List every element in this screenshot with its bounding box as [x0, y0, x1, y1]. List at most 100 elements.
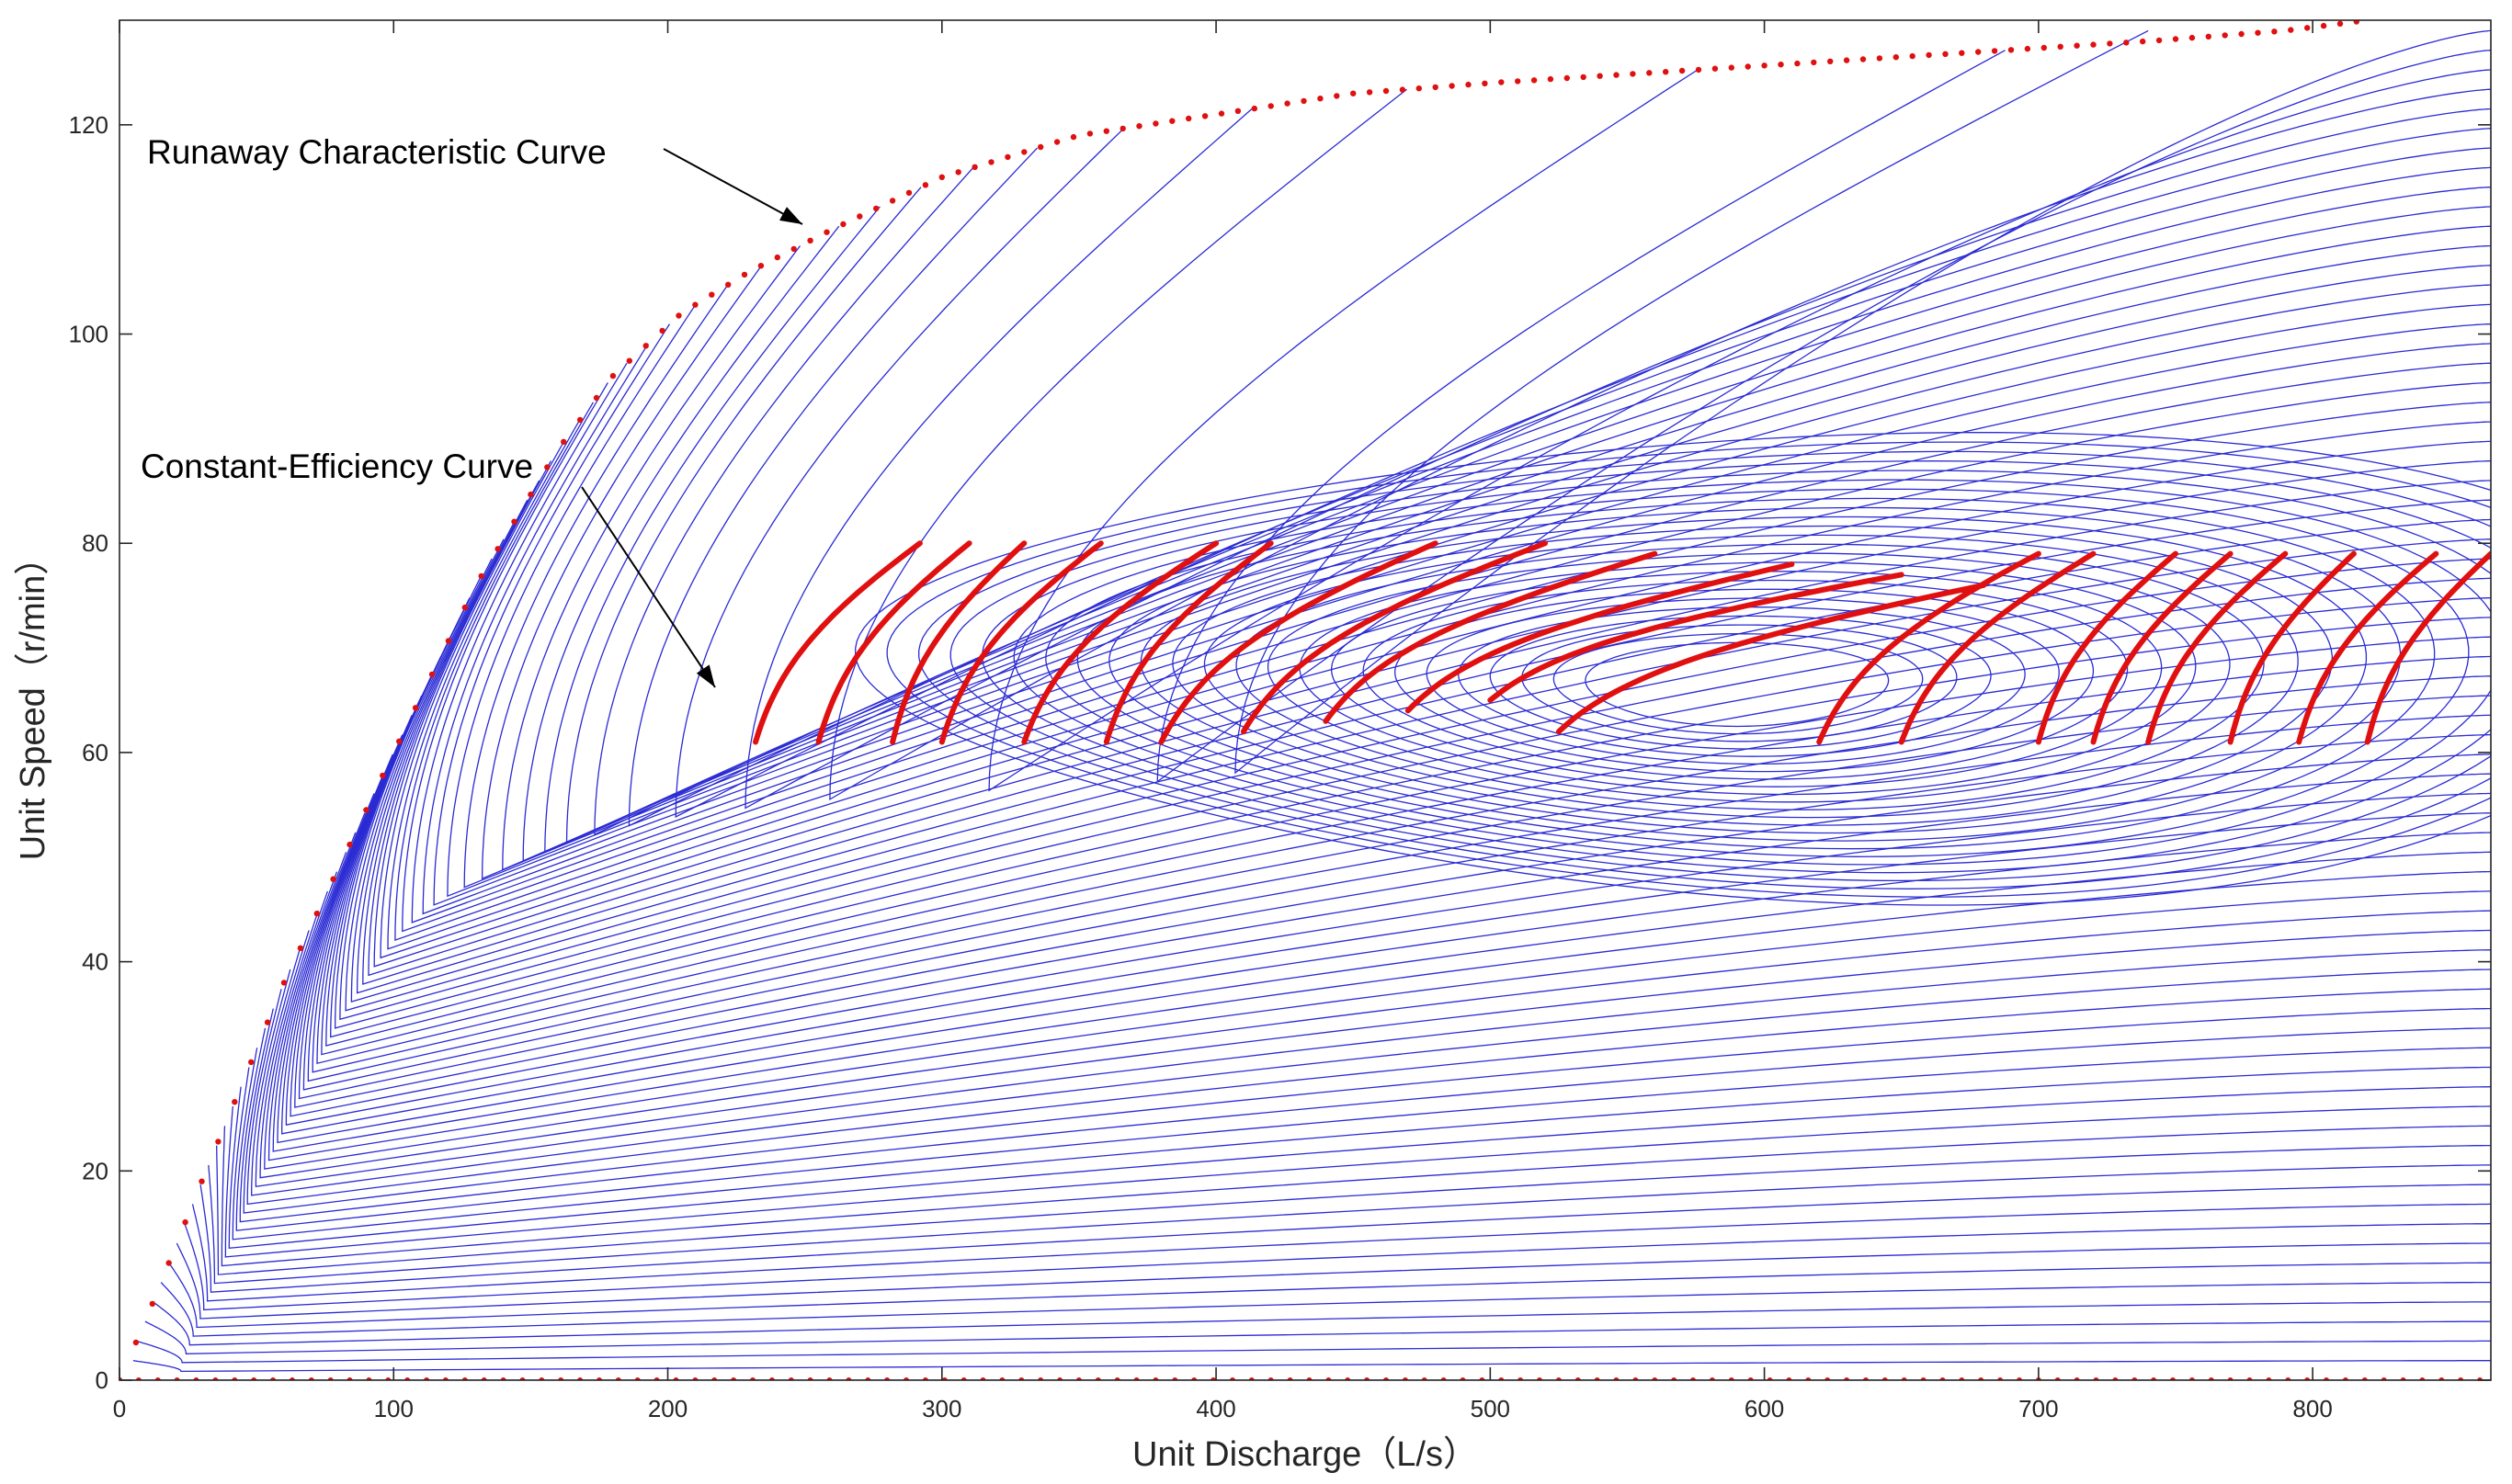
runaway-point: [1942, 51, 1949, 57]
flow-line: [176, 1242, 2491, 1320]
flow-characteristic-lines: [132, 29, 2491, 1380]
flow-line: [255, 949, 2491, 1188]
flow-line: [239, 1027, 2491, 1223]
efficiency-contour: [1458, 606, 2026, 757]
flow-line: [745, 108, 2491, 810]
runaway-point: [1234, 108, 1242, 115]
flow-line: [290, 792, 2491, 1117]
runaway-point: [2074, 42, 2080, 49]
runaway-curve-points: [119, 20, 2359, 1380]
runaway-point: [873, 205, 880, 212]
flow-line: [594, 166, 2491, 836]
efficiency-point-band: [938, 540, 1104, 745]
runaway-point: [347, 841, 353, 848]
runaway-point: [922, 182, 929, 188]
flow-line: [463, 284, 2491, 889]
efficiency-contour: [1045, 488, 2470, 857]
y-axis: 0 20 40 60 80 100 120: [69, 111, 2491, 1394]
runaway-point: [149, 1300, 155, 1308]
efficiency-point-band: [1323, 550, 1658, 724]
efficiency-contour: [1585, 641, 1890, 728]
efficiency-contour: [1426, 597, 2060, 765]
flow-line: [368, 480, 2491, 977]
annotations: Runaway Characteristic Curve Constant-Ef…: [141, 133, 803, 688]
flow-line: [228, 1086, 2491, 1250]
runaway-point: [1120, 125, 1126, 132]
efficiency-contour: [949, 460, 2491, 882]
x-tick-label: 800: [2292, 1395, 2332, 1422]
flow-line: [191, 1203, 2491, 1302]
runaway-point: [182, 1218, 188, 1226]
runaway-point: [1382, 87, 1390, 95]
flow-line: [208, 1164, 2491, 1285]
runaway-point: [1761, 62, 1767, 69]
runaway-point: [1267, 103, 1274, 109]
efficiency-contour: [886, 441, 2491, 898]
flow-line: [216, 1144, 2491, 1275]
runaway-point: [165, 1260, 172, 1266]
runaway-point: [2271, 28, 2278, 35]
flow-line: [277, 851, 2491, 1144]
annotation-efficiency-label: Constant-Efficiency Curve: [141, 447, 533, 485]
flow-line: [168, 1262, 2491, 1329]
runaway-point: [988, 159, 995, 165]
flow-line: [285, 812, 2491, 1126]
flow-line: [433, 323, 2491, 906]
x-tick-label: 500: [1471, 1395, 1510, 1422]
flow-line: [373, 459, 2491, 968]
runaway-point: [676, 312, 682, 319]
runaway-point: [1859, 56, 1867, 62]
flow-line: [422, 343, 2491, 915]
runaway-point: [857, 213, 863, 220]
flow-line: [232, 1066, 2491, 1240]
runaway-point: [2024, 45, 2031, 52]
runaway-point: [1794, 60, 1801, 67]
runaway-point: [2255, 29, 2261, 36]
runaway-point: [824, 229, 830, 235]
flow-line: [544, 206, 2491, 854]
efficiency-point-band: [2227, 550, 2357, 745]
runaway-point: [1053, 139, 1061, 145]
x-tick-label: 300: [922, 1395, 961, 1422]
efficiency-contour: [1235, 543, 2265, 810]
runaway-point: [807, 237, 813, 244]
efficiency-point-band: [753, 540, 923, 745]
runaway-point: [1399, 86, 1406, 93]
efficiency-point-band: [2364, 550, 2491, 745]
flow-line: [411, 362, 2491, 923]
flow-line: [675, 128, 2491, 819]
efficiency-contour: [1331, 571, 2163, 787]
runaway-point: [445, 638, 452, 644]
runaway-point: [1811, 59, 1817, 66]
runaway-point: [1350, 90, 1357, 96]
efficiency-point-band: [1816, 550, 2041, 745]
flow-line: [294, 773, 2491, 1108]
runaway-point: [1317, 96, 1324, 102]
flow-line: [272, 870, 2491, 1152]
efficiency-point-band: [1898, 550, 2097, 745]
efficiency-point-band: [1158, 540, 1438, 745]
runaway-point: [1695, 66, 1702, 74]
runaway-point: [1975, 49, 1982, 55]
runaway-point: [889, 198, 896, 204]
efficiency-point-band: [2296, 550, 2439, 745]
runaway-point: [1613, 72, 1620, 78]
flow-line: [160, 1281, 2491, 1337]
flow-line: [267, 890, 2491, 1161]
flow-line: [199, 1184, 2491, 1293]
flow-line: [522, 225, 2491, 862]
y-tick-label: 40: [82, 948, 108, 976]
runaway-point: [2040, 44, 2047, 51]
runaway-point: [1926, 51, 1932, 59]
x-tick-label: 700: [2018, 1395, 2058, 1422]
runaway-point: [774, 254, 780, 261]
runaway-point: [692, 301, 699, 308]
flow-line: [264, 910, 2491, 1170]
flow-line: [136, 1340, 2491, 1364]
runaway-point: [2140, 38, 2146, 45]
runaway-point: [1893, 54, 1899, 61]
runaway-point: [2320, 22, 2327, 29]
runaway-point: [1959, 50, 1965, 56]
runaway-point: [972, 164, 978, 170]
